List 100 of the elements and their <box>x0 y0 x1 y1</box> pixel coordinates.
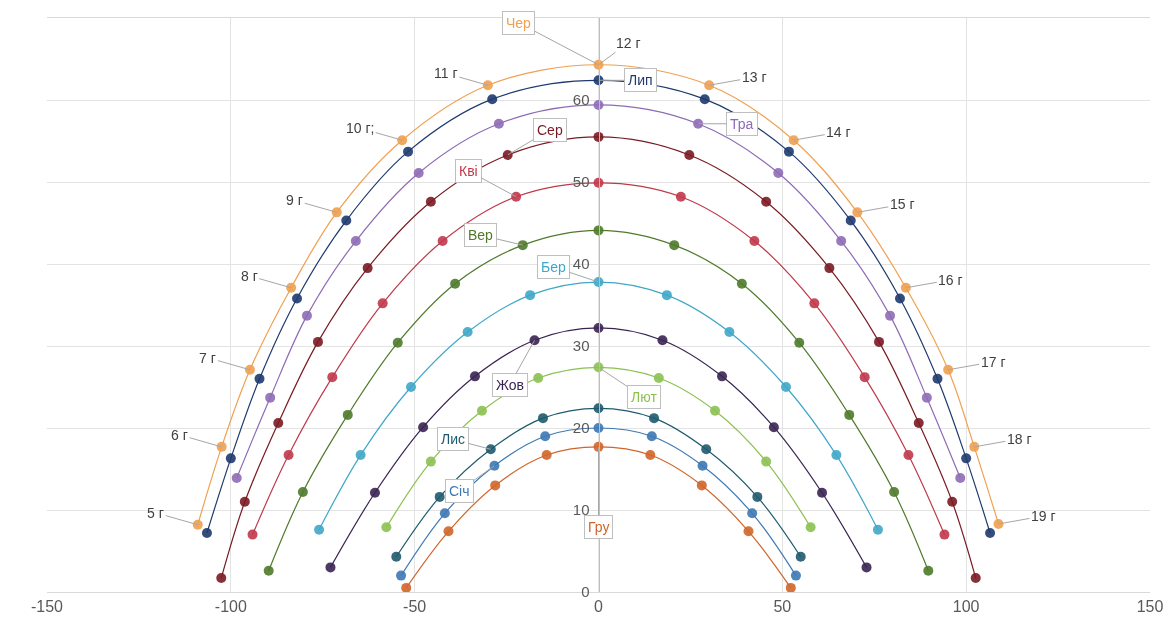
point <box>661 290 672 301</box>
point <box>540 431 551 442</box>
point <box>312 336 323 347</box>
point <box>263 565 274 576</box>
series-label: Бер <box>541 259 566 275</box>
point <box>525 290 536 301</box>
y-tick-label: 60 <box>572 91 590 109</box>
point <box>943 364 954 375</box>
point <box>489 460 500 471</box>
point <box>541 450 552 461</box>
point <box>872 524 883 535</box>
point <box>736 278 747 289</box>
annotation: 10 г; <box>346 120 375 136</box>
point <box>231 473 242 484</box>
point <box>391 551 402 562</box>
series-label: Лис <box>441 431 466 447</box>
point <box>225 453 236 464</box>
point <box>381 522 392 533</box>
point <box>265 392 276 403</box>
point <box>437 236 448 247</box>
series-label: Вер <box>468 227 494 243</box>
point <box>923 565 934 576</box>
point <box>476 405 487 416</box>
annotation: 16 г <box>938 272 963 288</box>
point <box>403 146 414 157</box>
annotation: 19 г <box>1031 508 1056 524</box>
x-tick-label: 50 <box>773 598 792 616</box>
point <box>790 570 801 581</box>
point <box>401 582 412 592</box>
point <box>529 335 540 346</box>
point <box>749 236 760 247</box>
point <box>425 196 436 207</box>
annotation: 7 г <box>199 350 216 366</box>
x-tick-label: 150 <box>1136 598 1164 616</box>
point <box>684 149 695 160</box>
point <box>961 453 972 464</box>
point <box>502 149 513 160</box>
point <box>969 441 980 452</box>
point <box>699 94 710 105</box>
x-tick-label: 0 <box>594 598 604 616</box>
point <box>921 392 932 403</box>
point <box>377 298 388 309</box>
point <box>747 508 758 519</box>
point <box>809 298 820 309</box>
point <box>425 456 436 467</box>
point <box>254 373 265 384</box>
point <box>434 491 445 502</box>
point <box>273 418 284 429</box>
point <box>781 382 792 392</box>
annotation: 13 г <box>742 69 767 85</box>
annotation: 17 г <box>981 354 1006 370</box>
point <box>805 522 816 533</box>
point <box>717 371 728 382</box>
point <box>392 337 403 348</box>
point <box>768 422 779 433</box>
point <box>314 524 325 535</box>
series-label: Тра <box>730 116 754 132</box>
point <box>894 293 905 304</box>
point <box>903 450 914 461</box>
point <box>645 450 656 461</box>
point <box>247 529 258 540</box>
text: Чер <box>506 15 532 31</box>
annotation: 18 г <box>1007 431 1032 447</box>
point <box>761 196 772 207</box>
point <box>244 364 255 375</box>
point <box>418 422 429 433</box>
point <box>490 480 501 491</box>
point <box>761 456 772 467</box>
point <box>462 327 473 338</box>
annotation: 15 г <box>890 196 915 212</box>
point <box>297 486 308 497</box>
series-label: Січ <box>449 483 470 499</box>
text: Кві <box>459 163 478 179</box>
annotation: 8 г <box>241 268 258 284</box>
point <box>701 444 712 455</box>
point <box>342 409 353 420</box>
point <box>646 431 657 442</box>
y-tick-label: 0 <box>581 583 590 601</box>
point <box>341 215 352 226</box>
x-tick-label: -100 <box>214 598 247 616</box>
point <box>885 310 896 321</box>
x-tick-label: -50 <box>403 598 427 616</box>
point <box>831 450 842 461</box>
point <box>889 486 900 497</box>
point <box>861 562 872 573</box>
y-tick-label: 30 <box>572 337 590 355</box>
point <box>794 337 805 348</box>
point <box>955 473 966 484</box>
point <box>993 518 1004 529</box>
annotation: 6 г <box>171 427 188 443</box>
point <box>669 240 680 251</box>
point <box>795 551 806 562</box>
point <box>649 413 660 424</box>
point <box>201 527 212 538</box>
point <box>752 491 763 502</box>
point <box>327 372 338 383</box>
x-tick-label: -150 <box>30 598 64 616</box>
series-label: Лип <box>628 72 653 88</box>
point <box>817 487 828 498</box>
series-label: Лют <box>631 389 658 405</box>
